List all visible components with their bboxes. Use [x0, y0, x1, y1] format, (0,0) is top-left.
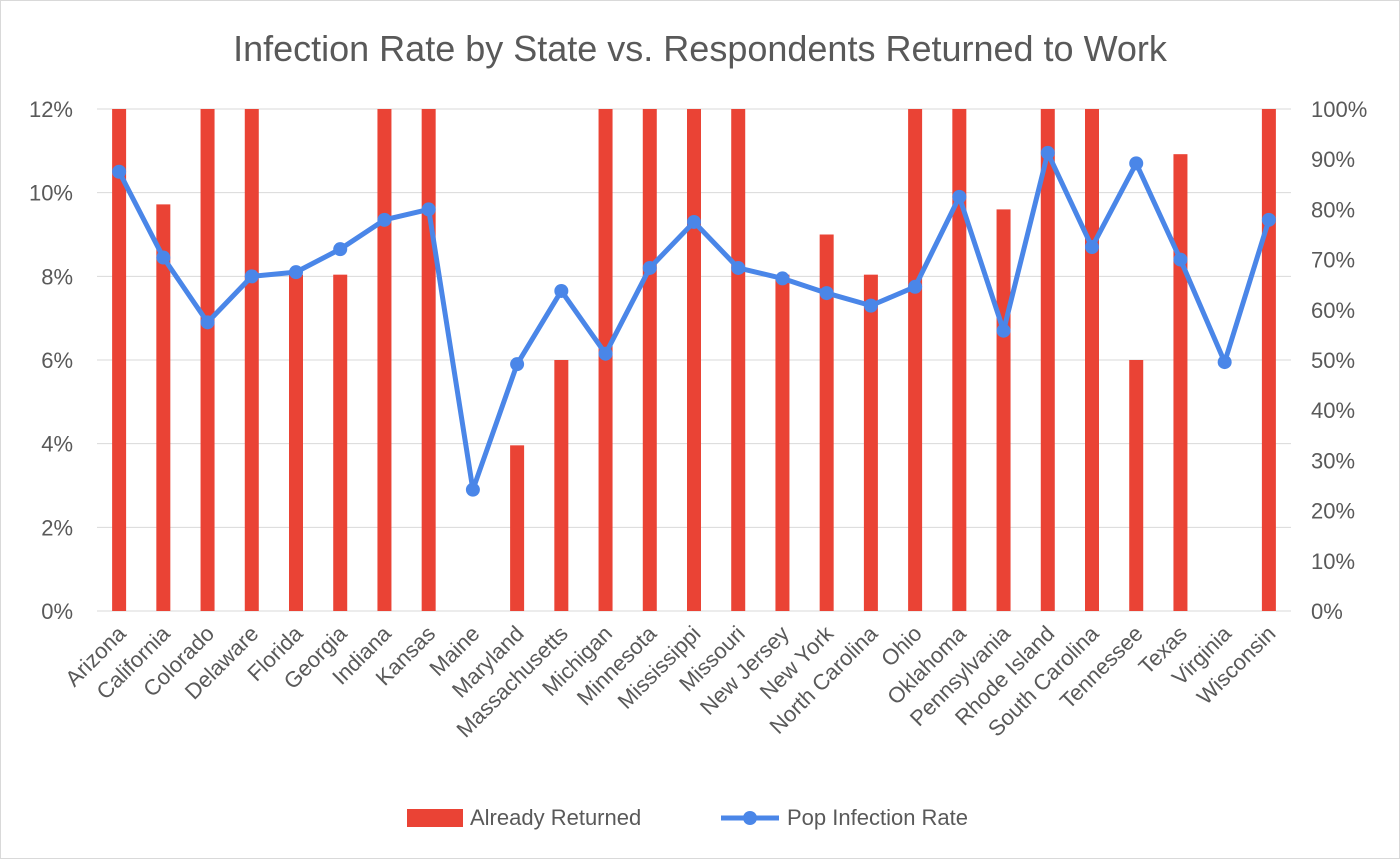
x-axis: ArizonaCaliforniaColoradoDelawareFlorida… — [60, 620, 1280, 742]
right-tick-label: 80% — [1311, 197, 1355, 222]
bar-already-returned — [200, 109, 215, 611]
point-pop-infection-rate — [1040, 145, 1055, 160]
point-pop-infection-rate — [996, 323, 1011, 338]
point-pop-infection-rate — [333, 242, 348, 257]
right-tick-label: 0% — [1311, 599, 1343, 624]
left-tick-label: 4% — [41, 432, 73, 457]
bar-already-returned — [952, 109, 967, 611]
left-tick-label: 2% — [41, 515, 73, 540]
point-pop-infection-rate — [819, 286, 834, 301]
left-tick-label: 8% — [41, 264, 73, 289]
bar-already-returned — [333, 274, 348, 611]
legend-label-pop-infection-rate: Pop Infection Rate — [787, 805, 968, 830]
legend-label-already-returned: Already Returned — [470, 805, 641, 830]
bar-already-returned — [1261, 109, 1276, 611]
right-tick-label: 30% — [1311, 448, 1355, 473]
bar-already-returned — [377, 109, 392, 611]
point-pop-infection-rate — [731, 260, 746, 275]
bar-already-returned — [996, 209, 1011, 611]
bar-already-returned — [1085, 109, 1099, 611]
bar-already-returned — [1129, 360, 1144, 611]
bar-already-returned — [863, 274, 878, 611]
left-tick-label: 0% — [41, 599, 73, 624]
point-pop-infection-rate — [289, 265, 303, 280]
left-tick-label: 6% — [41, 348, 73, 373]
legend: Already Returned Pop Infection Rate — [407, 805, 968, 830]
point-pop-infection-rate — [465, 482, 480, 497]
bar-already-returned — [244, 109, 259, 611]
point-pop-infection-rate — [1173, 252, 1188, 267]
right-axis: 0% 10% 20% 30% 40% 50% 60% 70% 80% 90% 100% — [1311, 97, 1367, 624]
point-pop-infection-rate — [598, 346, 613, 361]
line-layer — [112, 145, 1276, 497]
point-pop-infection-rate — [1217, 355, 1232, 370]
right-tick-label: 50% — [1311, 348, 1355, 373]
bar-already-returned — [554, 360, 569, 611]
legend-swatch-marker-pop-infection-rate — [743, 811, 757, 825]
bar-already-returned — [156, 204, 171, 611]
point-pop-infection-rate — [112, 164, 127, 179]
point-pop-infection-rate — [863, 298, 878, 313]
left-tick-label: 12% — [29, 97, 73, 122]
point-pop-infection-rate — [510, 357, 525, 372]
bar-already-returned — [289, 274, 303, 611]
bar-already-returned — [1040, 109, 1055, 611]
left-tick-label: 10% — [29, 181, 73, 206]
right-tick-label: 100% — [1311, 97, 1367, 122]
right-tick-label: 40% — [1311, 398, 1355, 423]
bar-already-returned — [731, 109, 746, 611]
bar-already-returned — [687, 109, 701, 611]
point-pop-infection-rate — [1085, 240, 1099, 255]
point-pop-infection-rate — [775, 271, 790, 286]
bar-layer — [112, 109, 1276, 611]
bar-already-returned — [642, 109, 657, 611]
bar-already-returned — [1173, 154, 1188, 611]
right-tick-label: 70% — [1311, 248, 1355, 273]
chart-title: Infection Rate by State vs. Respondents … — [233, 28, 1168, 69]
bar-already-returned — [819, 234, 834, 611]
point-pop-infection-rate — [642, 260, 657, 275]
point-pop-infection-rate — [1129, 156, 1144, 171]
right-tick-label: 20% — [1311, 499, 1355, 524]
point-pop-infection-rate — [377, 212, 392, 227]
point-pop-infection-rate — [908, 279, 923, 294]
point-pop-infection-rate — [1261, 212, 1276, 227]
point-pop-infection-rate — [200, 315, 215, 330]
bar-already-returned — [775, 274, 790, 611]
right-tick-label: 60% — [1311, 298, 1355, 323]
point-pop-infection-rate — [554, 283, 569, 298]
bar-already-returned — [908, 109, 923, 611]
bar-already-returned — [112, 109, 127, 611]
point-pop-infection-rate — [687, 214, 701, 229]
right-tick-label: 10% — [1311, 549, 1355, 574]
bar-already-returned — [421, 109, 436, 611]
point-pop-infection-rate — [952, 189, 967, 204]
bar-already-returned — [510, 445, 525, 611]
point-pop-infection-rate — [421, 202, 436, 217]
legend-swatch-already-returned — [407, 809, 463, 827]
left-axis: 0% 2% 4% 6% 8% 10% 12% — [29, 97, 73, 624]
point-pop-infection-rate — [244, 269, 259, 284]
right-tick-label: 90% — [1311, 147, 1355, 172]
point-pop-infection-rate — [156, 250, 171, 265]
